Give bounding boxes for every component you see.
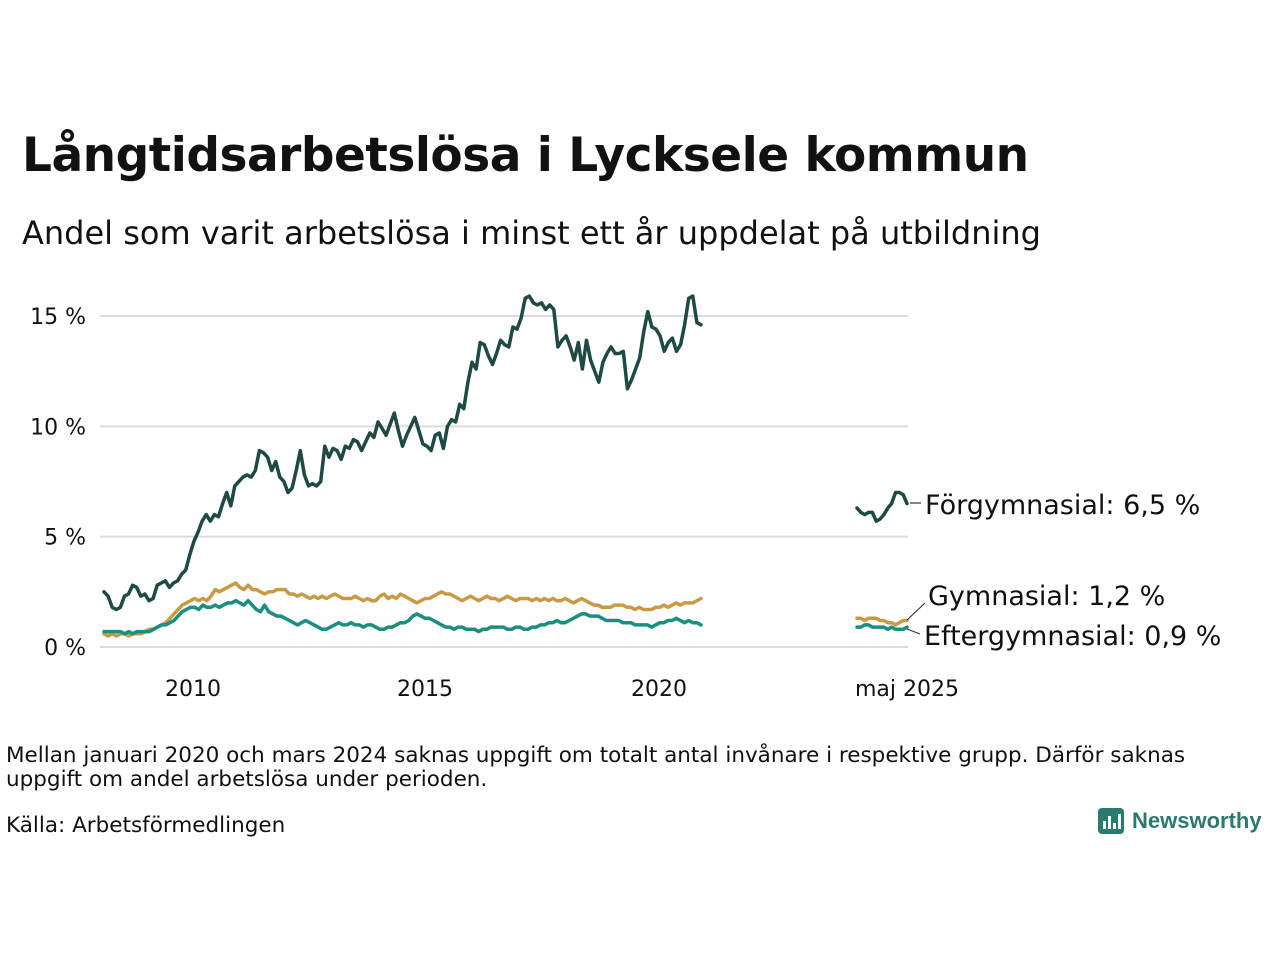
y-tick-label: 0 % — [44, 636, 86, 661]
chart-subtitle: Andel som varit arbetslösa i minst ett å… — [22, 214, 1041, 252]
source-text: Källa: Arbetsförmedlingen — [6, 813, 286, 838]
chart-title: Långtidsarbetslösa i Lycksele kommun — [22, 128, 1029, 183]
series-label-gymnasial: Gymnasial: 1,2 % — [928, 581, 1165, 612]
y-tick-label: 15 % — [30, 305, 86, 330]
x-tick-label: 2015 — [397, 677, 453, 702]
series-line-eftergymnasial — [102, 598, 703, 636]
series-line-gymnasial — [102, 581, 703, 638]
y-tick-label: 10 % — [30, 415, 86, 440]
gridlines — [100, 315, 908, 648]
series-end-labels: Förgymnasial: 6,5 % Gymnasial: 1,2 % Efter… — [906, 490, 1221, 652]
series-label-eftergymnasial: Eftergymnasial: 0,9 % — [924, 621, 1221, 652]
leader-line — [906, 602, 926, 621]
x-tick-label: 2010 — [165, 677, 221, 702]
y-axis-ticks: 0 % 5 % 10 % 15 % — [30, 305, 86, 661]
x-axis-ticks: 2010 2015 2020 maj 2025 — [165, 677, 959, 702]
bar-chart-icon — [1098, 808, 1124, 834]
series-line-gymnasial — [855, 616, 909, 627]
series-line-förgymnasial — [855, 490, 909, 523]
newsworthy-logo[interactable]: Newsworthy — [1098, 808, 1262, 834]
x-tick-label: 2020 — [631, 677, 687, 702]
footnote: Mellan januari 2020 och mars 2024 saknas… — [6, 743, 1186, 792]
y-tick-label: 5 % — [44, 526, 86, 551]
leader-line — [906, 628, 921, 635]
series-lines — [102, 294, 909, 638]
logo-text: Newsworthy — [1132, 808, 1262, 833]
series-line-förgymnasial — [102, 294, 703, 612]
series-label-förgymnasial: Förgymnasial: 6,5 % — [925, 490, 1200, 521]
x-tick-label: maj 2025 — [855, 677, 959, 702]
series-line-eftergymnasial — [855, 623, 909, 632]
